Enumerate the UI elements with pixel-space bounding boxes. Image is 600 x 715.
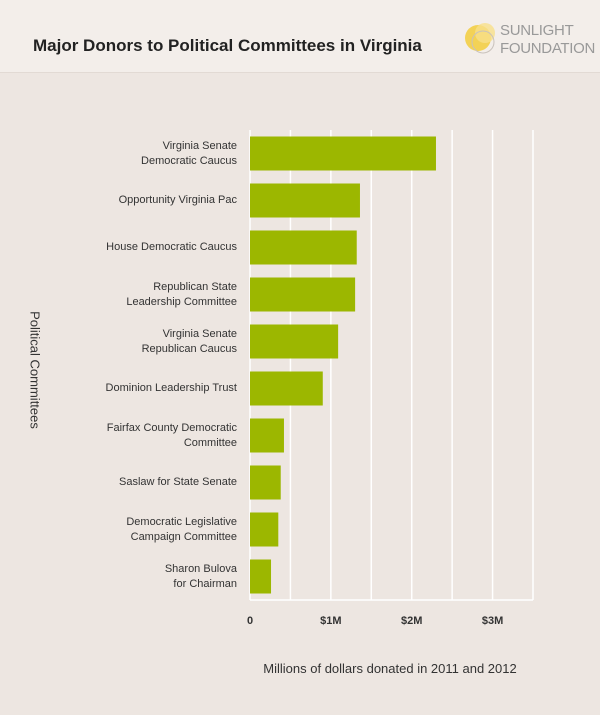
brand-line: FOUNDATION	[500, 40, 596, 57]
y-tick-label: Opportunity Virginia Pac	[118, 194, 237, 206]
x-tick-label: $1M	[320, 615, 342, 627]
y-tick-label: Fairfax County Democratic Committee	[106, 421, 237, 449]
header: Major Donors to Political Committees in …	[0, 0, 600, 73]
y-tick-label: Saslaw for State Senate	[118, 476, 237, 488]
x-axis-label: Millions of dollars donated in 2011 and …	[263, 661, 517, 676]
bar	[250, 277, 356, 312]
bar	[250, 136, 436, 171]
y-tick-label: Virginia Senate Republican Caucus	[141, 327, 237, 355]
bar	[250, 465, 281, 500]
y-tick-label: Democratic Legislative Campaign Committe…	[126, 515, 237, 543]
y-tick-label: Dominion Leadership Trust	[105, 382, 237, 394]
y-tick-label: Virginia Senate Democratic Caucus	[141, 139, 237, 167]
bar	[250, 183, 360, 218]
logo	[465, 23, 495, 54]
y-tick-label: Republican State Leadership Committee	[126, 280, 237, 308]
brand-line: SUNLIGHT	[500, 22, 574, 39]
bar	[250, 512, 279, 547]
bar	[250, 324, 339, 359]
x-tick-label: $3M	[481, 615, 504, 627]
x-tick-label: $2M	[401, 615, 423, 627]
bar	[250, 559, 272, 594]
y-tick-label: House Democratic Caucus	[106, 241, 237, 253]
bar	[250, 371, 323, 406]
bar	[250, 418, 284, 453]
x-tick-label: 0	[246, 615, 254, 627]
bar	[250, 230, 357, 265]
y-tick-label: Sharon Bulova for Chairman	[164, 562, 237, 590]
chart-title: Major Donors to Political Committees in …	[33, 36, 422, 55]
